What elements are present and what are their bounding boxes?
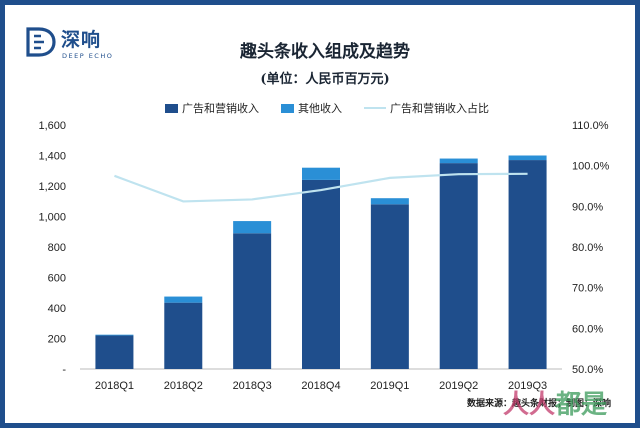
x-tick-label: 2019Q1 bbox=[370, 380, 409, 392]
legend-label-ads: 广告和营销收入 bbox=[182, 102, 259, 115]
bar-other bbox=[95, 334, 134, 336]
y2-tick-label: 60.0% bbox=[572, 323, 603, 335]
x-tick-label: 2019Q3 bbox=[508, 380, 547, 392]
y-tick-label: 200 bbox=[48, 334, 66, 346]
y2-tick-label: 50.0% bbox=[572, 364, 603, 376]
chart-subtitle: (单位：人民币百万元) bbox=[260, 72, 390, 87]
bar-other bbox=[439, 158, 478, 164]
bar-ads bbox=[370, 204, 409, 369]
brand-name: 深响 bbox=[61, 29, 102, 51]
x-tick-label: 2018Q4 bbox=[301, 380, 340, 392]
chart-legend: 广告和营销收入 其他收入 广告和营销收入占比 bbox=[165, 100, 511, 116]
legend-swatch-share bbox=[364, 107, 386, 109]
bar-ads bbox=[95, 335, 134, 369]
bar-ads bbox=[508, 160, 547, 369]
brand-mark-icon bbox=[26, 27, 56, 57]
y-tick-label: 1,600 bbox=[38, 120, 66, 132]
bar-other bbox=[302, 167, 340, 180]
bar-other bbox=[233, 221, 272, 234]
y2-tick-label: 100.0% bbox=[572, 161, 610, 173]
y2-tick-label: 70.0% bbox=[572, 283, 603, 295]
x-tick-label: 2018Q2 bbox=[164, 380, 203, 392]
x-tick-label: 2018Q3 bbox=[233, 380, 272, 392]
bar-other bbox=[164, 296, 203, 303]
legend-item-share: 广告和营销收入占比 bbox=[364, 100, 489, 116]
y2-tick-label: 110.0% bbox=[572, 120, 609, 132]
y-tick-label: - bbox=[62, 364, 66, 376]
legend-swatch-other bbox=[281, 103, 294, 113]
legend-item-ads: 广告和营销收入 bbox=[165, 100, 259, 116]
y2-tick-label: 80.0% bbox=[572, 242, 603, 254]
y-tick-label: 400 bbox=[48, 303, 66, 315]
y2-tick-label: 90.0% bbox=[572, 201, 603, 213]
bar-other bbox=[370, 198, 409, 205]
chart-title: 趣头条收入组成及趋势 bbox=[240, 42, 410, 62]
bar-ads bbox=[233, 233, 272, 369]
x-tick-label: 2019Q2 bbox=[439, 380, 478, 392]
watermark-part-a: 人人 bbox=[503, 390, 556, 420]
legend-swatch-ads bbox=[165, 103, 178, 113]
bar-ads bbox=[439, 163, 478, 369]
y-tick-label: 800 bbox=[48, 242, 66, 254]
bar-ads bbox=[302, 179, 340, 369]
watermark: 人人都是 bbox=[503, 384, 607, 421]
brand-name-en: DEEP ECHO bbox=[62, 52, 114, 60]
x-tick-label: 2018Q1 bbox=[95, 380, 134, 392]
y-tick-label: 600 bbox=[48, 273, 66, 285]
legend-label-share: 广告和营销收入占比 bbox=[390, 102, 489, 115]
y-tick-label: 1,200 bbox=[38, 181, 66, 193]
bar-ads bbox=[164, 302, 203, 369]
legend-item-other: 其他收入 bbox=[281, 100, 342, 116]
brand-logo: 深响 DEEP ECHO bbox=[25, 23, 135, 69]
bar-other bbox=[508, 155, 547, 161]
watermark-part-b: 都是 bbox=[555, 390, 608, 420]
legend-label-other: 其他收入 bbox=[298, 102, 342, 115]
y-tick-label: 1,000 bbox=[38, 212, 66, 224]
source-note: 数据来源：趣头条财报；制图：深响 bbox=[466, 399, 611, 409]
y-tick-label: 1,400 bbox=[38, 151, 66, 163]
